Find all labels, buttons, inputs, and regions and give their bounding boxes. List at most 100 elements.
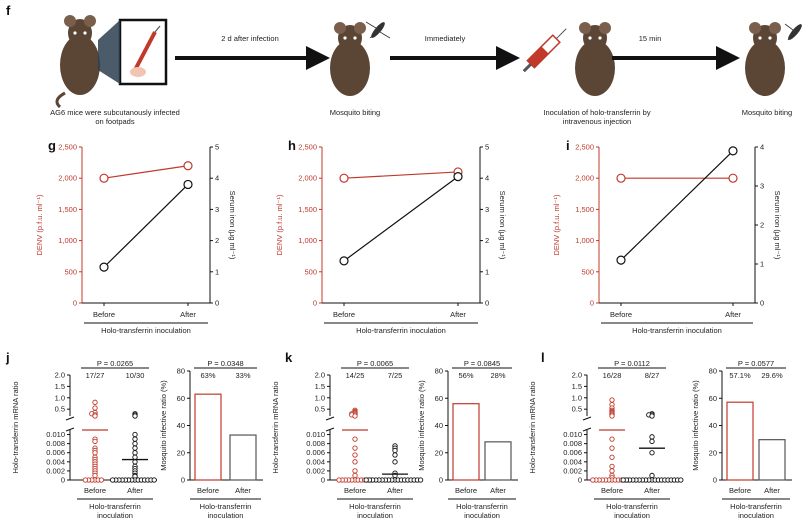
iron-point xyxy=(99,262,109,272)
before-point xyxy=(98,477,105,483)
before-point xyxy=(352,413,358,419)
axis-break-mark xyxy=(65,427,75,432)
x-axis-label: inoculation xyxy=(614,511,650,520)
p-value-label: P = 0.0265 xyxy=(97,359,133,368)
y-tick-label-upper: 1.5 xyxy=(55,382,65,391)
panel-label-i: i xyxy=(566,138,570,153)
bar-value-label: 57.1% xyxy=(729,371,751,380)
mouse-icon xyxy=(55,15,100,109)
bar-y-tick-label: 40 xyxy=(709,421,717,430)
before-point xyxy=(352,452,358,458)
y-tick-label-lower: 0.006 xyxy=(306,448,325,457)
axis-break-mark xyxy=(65,416,75,421)
x-tick-label: Before xyxy=(610,310,632,319)
y-tick-label-left: 1,000 xyxy=(575,236,594,245)
bar-value-label: 56% xyxy=(458,371,473,380)
y-tick-label-lower: 0.008 xyxy=(306,439,325,448)
after-point xyxy=(649,450,655,456)
bar-x-tick-label: Before xyxy=(455,486,477,495)
y-axis-label: Holo-transferrin mRNA ratio xyxy=(271,381,280,473)
y-tick-label-upper: 1.0 xyxy=(315,393,325,402)
bar-x-axis-label: inoculation xyxy=(738,511,774,520)
bar-x-tick-label: After xyxy=(490,486,506,495)
before-point xyxy=(609,468,615,474)
y-tick-label-lower: 0 xyxy=(578,476,582,485)
after-point xyxy=(620,477,626,483)
after-point xyxy=(649,434,655,440)
x-axis-label: Holo-transferrin xyxy=(606,502,658,511)
after-point xyxy=(392,447,398,454)
mosquito-icon xyxy=(365,21,391,39)
before-point xyxy=(92,450,98,456)
y-tick-label-right: 1 xyxy=(485,267,489,276)
denv-point xyxy=(183,161,193,171)
y-tick-label-lower: 0.010 xyxy=(46,430,65,439)
y-axis-label-left: DENV (p.f.u. ml⁻¹) xyxy=(552,194,561,256)
count-label: 14/25 xyxy=(346,371,365,380)
denv-series-line xyxy=(343,171,459,179)
y-tick-label-lower: 0.002 xyxy=(563,466,582,475)
before-point xyxy=(609,445,615,451)
y-axis-label: Holo-transferrin mRNA ratio xyxy=(11,381,20,473)
y-tick-label-upper: 0.5 xyxy=(572,405,582,414)
after-point xyxy=(392,452,398,458)
bar-p-value-label: P = 0.0577 xyxy=(738,359,774,368)
x-axis-label: Holo-transferrin xyxy=(349,502,401,511)
step-label-1: 2 d after infection xyxy=(221,34,279,43)
bar-y-tick-label: 20 xyxy=(435,448,443,457)
y-tick-label-left: 2,500 xyxy=(298,143,317,152)
bar-before xyxy=(194,393,222,481)
y-tick-label-upper: 1.0 xyxy=(55,393,65,402)
y-tick-label-lower: 0.004 xyxy=(306,457,325,466)
y-tick-label-left: 1,000 xyxy=(58,236,77,245)
y-tick-label-left: 2,500 xyxy=(575,143,594,152)
after-point xyxy=(132,436,138,442)
before-point xyxy=(352,468,358,474)
y-tick-label-lower: 0.006 xyxy=(46,448,65,457)
p-value-label: P = 0.0112 xyxy=(614,359,650,368)
y-tick-label-upper: 0.5 xyxy=(315,405,325,414)
y-tick-label-left: 2,500 xyxy=(58,143,77,152)
bar-y-axis-label: Mosquito infective ratio (%) xyxy=(159,380,168,471)
y-tick-label-right: 4 xyxy=(760,143,764,152)
iron-series-line xyxy=(620,150,734,261)
y-tick-label-lower: 0.010 xyxy=(563,430,582,439)
before-point xyxy=(609,463,615,470)
after-point xyxy=(649,438,655,445)
x-axis-label: Holo-transferrin inoculation xyxy=(101,326,191,335)
axis-break-mark xyxy=(325,416,335,421)
x-axis-label: inoculation xyxy=(97,511,133,520)
bar-before xyxy=(452,403,480,481)
y-tick-label-upper: 2.0 xyxy=(55,371,65,380)
after-point xyxy=(649,472,655,479)
bar-x-tick-label: After xyxy=(764,486,780,495)
y-tick-label-upper: 1.5 xyxy=(572,382,582,391)
step-label-3: 15 min xyxy=(638,34,662,43)
count-label: 7/25 xyxy=(388,371,403,380)
bar-x-axis-label: Holo-transferrin xyxy=(200,502,252,511)
bar-p-value-label: P = 0.0845 xyxy=(464,359,500,368)
before-point xyxy=(92,472,98,479)
after-point xyxy=(132,431,138,438)
y-tick-label-left: 1,000 xyxy=(298,236,317,245)
after-point xyxy=(678,477,684,483)
syringe-icon xyxy=(522,28,567,73)
before-point xyxy=(92,405,98,411)
y-tick-label-lower: 0.006 xyxy=(563,448,582,457)
y-tick-label-right: 1 xyxy=(760,260,764,269)
iron-series-line xyxy=(343,176,459,262)
panel-label-h: h xyxy=(288,138,296,153)
denv-point xyxy=(616,173,626,183)
panel-label-g: g xyxy=(48,138,56,153)
y-tick-label-lower: 0.002 xyxy=(46,466,65,475)
y-tick-label-left: 0 xyxy=(73,299,77,308)
before-point xyxy=(352,459,358,465)
denv-point xyxy=(99,173,109,183)
before-point xyxy=(92,413,98,419)
count-label: 17/27 xyxy=(86,371,105,380)
before-point xyxy=(92,438,98,445)
bar-p-value-label: P = 0.0348 xyxy=(207,359,243,368)
y-tick-label-lower: 0.002 xyxy=(306,466,325,475)
before-point xyxy=(92,399,98,405)
